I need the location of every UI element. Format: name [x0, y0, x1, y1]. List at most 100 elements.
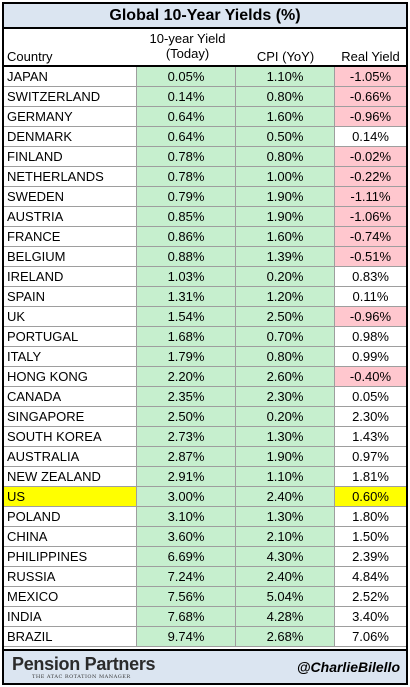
cell-yield: 0.86% — [137, 227, 236, 246]
table-row: BRAZIL 9.74% 2.68% 7.06% — [4, 627, 406, 647]
table-row: SWITZERLAND 0.14% 0.80% -0.66% — [4, 87, 406, 107]
table-row: BELGIUM 0.88% 1.39% -0.51% — [4, 247, 406, 267]
cell-country: POLAND — [4, 507, 137, 526]
cell-real-yield: 2.30% — [352, 409, 389, 424]
cell-country: CHINA — [4, 527, 137, 546]
cell-yield: 0.64% — [137, 127, 236, 146]
cell-cpi: 1.90% — [236, 187, 335, 206]
cell-real-yield: 1.50% — [352, 529, 389, 544]
table-row: NEW ZEALAND 2.91% 1.10% 1.81% — [4, 467, 406, 487]
cell-real-yield: 0.83% — [352, 269, 389, 284]
cell-country: BELGIUM — [4, 247, 137, 266]
cell-real-yield: 0.99% — [352, 349, 389, 364]
pension-partners-logo: Pension Partners THE ATAC ROTATION MANAG… — [12, 654, 156, 680]
cell-country: FRANCE — [4, 227, 137, 246]
cell-cpi: 2.60% — [236, 367, 335, 386]
table-row: UK 1.54% 2.50% -0.96% — [4, 307, 406, 327]
table-row: CHINA 3.60% 2.10% 1.50% — [4, 527, 406, 547]
cell-cpi: 1.00% — [236, 167, 335, 186]
table-row: RUSSIA 7.24% 2.40% 4.84% — [4, 567, 406, 587]
cell-yield: 1.54% — [137, 307, 236, 326]
table-row: INDIA 7.68% 4.28% 3.40% — [4, 607, 406, 627]
cell-real-yield: 1.43% — [352, 429, 389, 444]
cell-real-yield: 4.84% — [352, 569, 389, 584]
cell-yield: 0.78% — [137, 147, 236, 166]
cell-yield: 0.79% — [137, 187, 236, 206]
cell-country: GERMANY — [4, 107, 137, 126]
cell-country: CANADA — [4, 387, 137, 406]
cell-real-yield: 0.11% — [352, 289, 389, 304]
cell-cpi: 0.80% — [236, 87, 335, 106]
cell-cpi: 0.70% — [236, 327, 335, 346]
cell-yield: 1.79% — [137, 347, 236, 366]
cell-country: NETHERLANDS — [4, 167, 137, 186]
cell-country: NEW ZEALAND — [4, 467, 137, 486]
cell-real-yield: -0.51% — [335, 247, 406, 266]
table-row: MEXICO 7.56% 5.04% 2.52% — [4, 587, 406, 607]
cell-cpi: 2.10% — [236, 527, 335, 546]
cell-country: IRELAND — [4, 267, 137, 286]
cell-yield: 0.85% — [137, 207, 236, 226]
cell-country: RUSSIA — [4, 567, 137, 586]
cell-real-yield: 1.81% — [352, 469, 389, 484]
cell-country: PORTUGAL — [4, 327, 137, 346]
cell-real-yield: -0.22% — [335, 167, 406, 186]
cell-country: AUSTRIA — [4, 207, 137, 226]
cell-cpi: 2.68% — [236, 627, 335, 646]
header-cpi: CPI (YoY) — [256, 49, 315, 64]
table-row: JAPAN 0.05% 1.10% -1.05% — [4, 67, 406, 87]
cell-cpi: 2.30% — [236, 387, 335, 406]
table-row: AUSTRALIA 2.87% 1.90% 0.97% — [4, 447, 406, 467]
cell-real-yield: 2.52% — [352, 589, 389, 604]
cell-yield: 7.68% — [137, 607, 236, 626]
cell-country: UK — [4, 307, 137, 326]
cell-yield: 0.14% — [137, 87, 236, 106]
cell-country: PHILIPPINES — [4, 547, 137, 566]
cell-real-yield: -1.06% — [335, 207, 406, 226]
cell-yield: 0.05% — [137, 67, 236, 86]
table-header: Country 10-year Yield (Today) CPI (YoY) … — [4, 29, 406, 67]
table-row: FRANCE 0.86% 1.60% -0.74% — [4, 227, 406, 247]
cell-country: SPAIN — [4, 287, 137, 306]
table-row: ITALY 1.79% 0.80% 0.99% — [4, 347, 406, 367]
cell-yield: 1.03% — [137, 267, 236, 286]
cell-real-yield: 2.39% — [352, 549, 389, 564]
table-row: IRELAND 1.03% 0.20% 0.83% — [4, 267, 406, 287]
cell-cpi: 5.04% — [236, 587, 335, 606]
cell-real-yield: 1.80% — [352, 509, 389, 524]
cell-country: DENMARK — [4, 127, 137, 146]
cell-yield: 7.24% — [137, 567, 236, 586]
table-row: SINGAPORE 2.50% 0.20% 2.30% — [4, 407, 406, 427]
twitter-handle: @CharlieBilello — [296, 659, 400, 675]
cell-real-yield: 0.14% — [352, 129, 389, 144]
header-yield: 10-year Yield (Today) — [149, 31, 226, 61]
cell-cpi: 2.40% — [236, 487, 335, 506]
table-title: Global 10-Year Yields (%) — [4, 4, 406, 29]
cell-yield: 2.20% — [137, 367, 236, 386]
cell-real-yield: -0.40% — [335, 367, 406, 386]
cell-yield: 2.35% — [137, 387, 236, 406]
cell-yield: 3.10% — [137, 507, 236, 526]
table-row: NETHERLANDS 0.78% 1.00% -0.22% — [4, 167, 406, 187]
cell-real-yield: -0.74% — [335, 227, 406, 246]
cell-yield: 2.91% — [137, 467, 236, 486]
table-row: AUSTRIA 0.85% 1.90% -1.06% — [4, 207, 406, 227]
cell-real-yield: -1.05% — [335, 67, 406, 86]
header-country: Country — [7, 49, 53, 64]
table-row: FINLAND 0.78% 0.80% -0.02% — [4, 147, 406, 167]
cell-cpi: 4.28% — [236, 607, 335, 626]
cell-real-yield: -0.02% — [335, 147, 406, 166]
cell-real-yield: 0.97% — [352, 449, 389, 464]
cell-cpi: 1.30% — [236, 507, 335, 526]
cell-cpi: 0.80% — [236, 147, 335, 166]
cell-real-yield: -0.66% — [335, 87, 406, 106]
cell-real-yield: -0.96% — [335, 307, 406, 326]
cell-country: SINGAPORE — [4, 407, 137, 426]
cell-real-yield: 0.60% — [335, 487, 406, 506]
cell-yield: 3.60% — [137, 527, 236, 546]
cell-yield: 2.50% — [137, 407, 236, 426]
cell-cpi: 1.10% — [236, 67, 335, 86]
cell-country: ITALY — [4, 347, 137, 366]
table-row: CANADA 2.35% 2.30% 0.05% — [4, 387, 406, 407]
cell-cpi: 1.90% — [236, 447, 335, 466]
